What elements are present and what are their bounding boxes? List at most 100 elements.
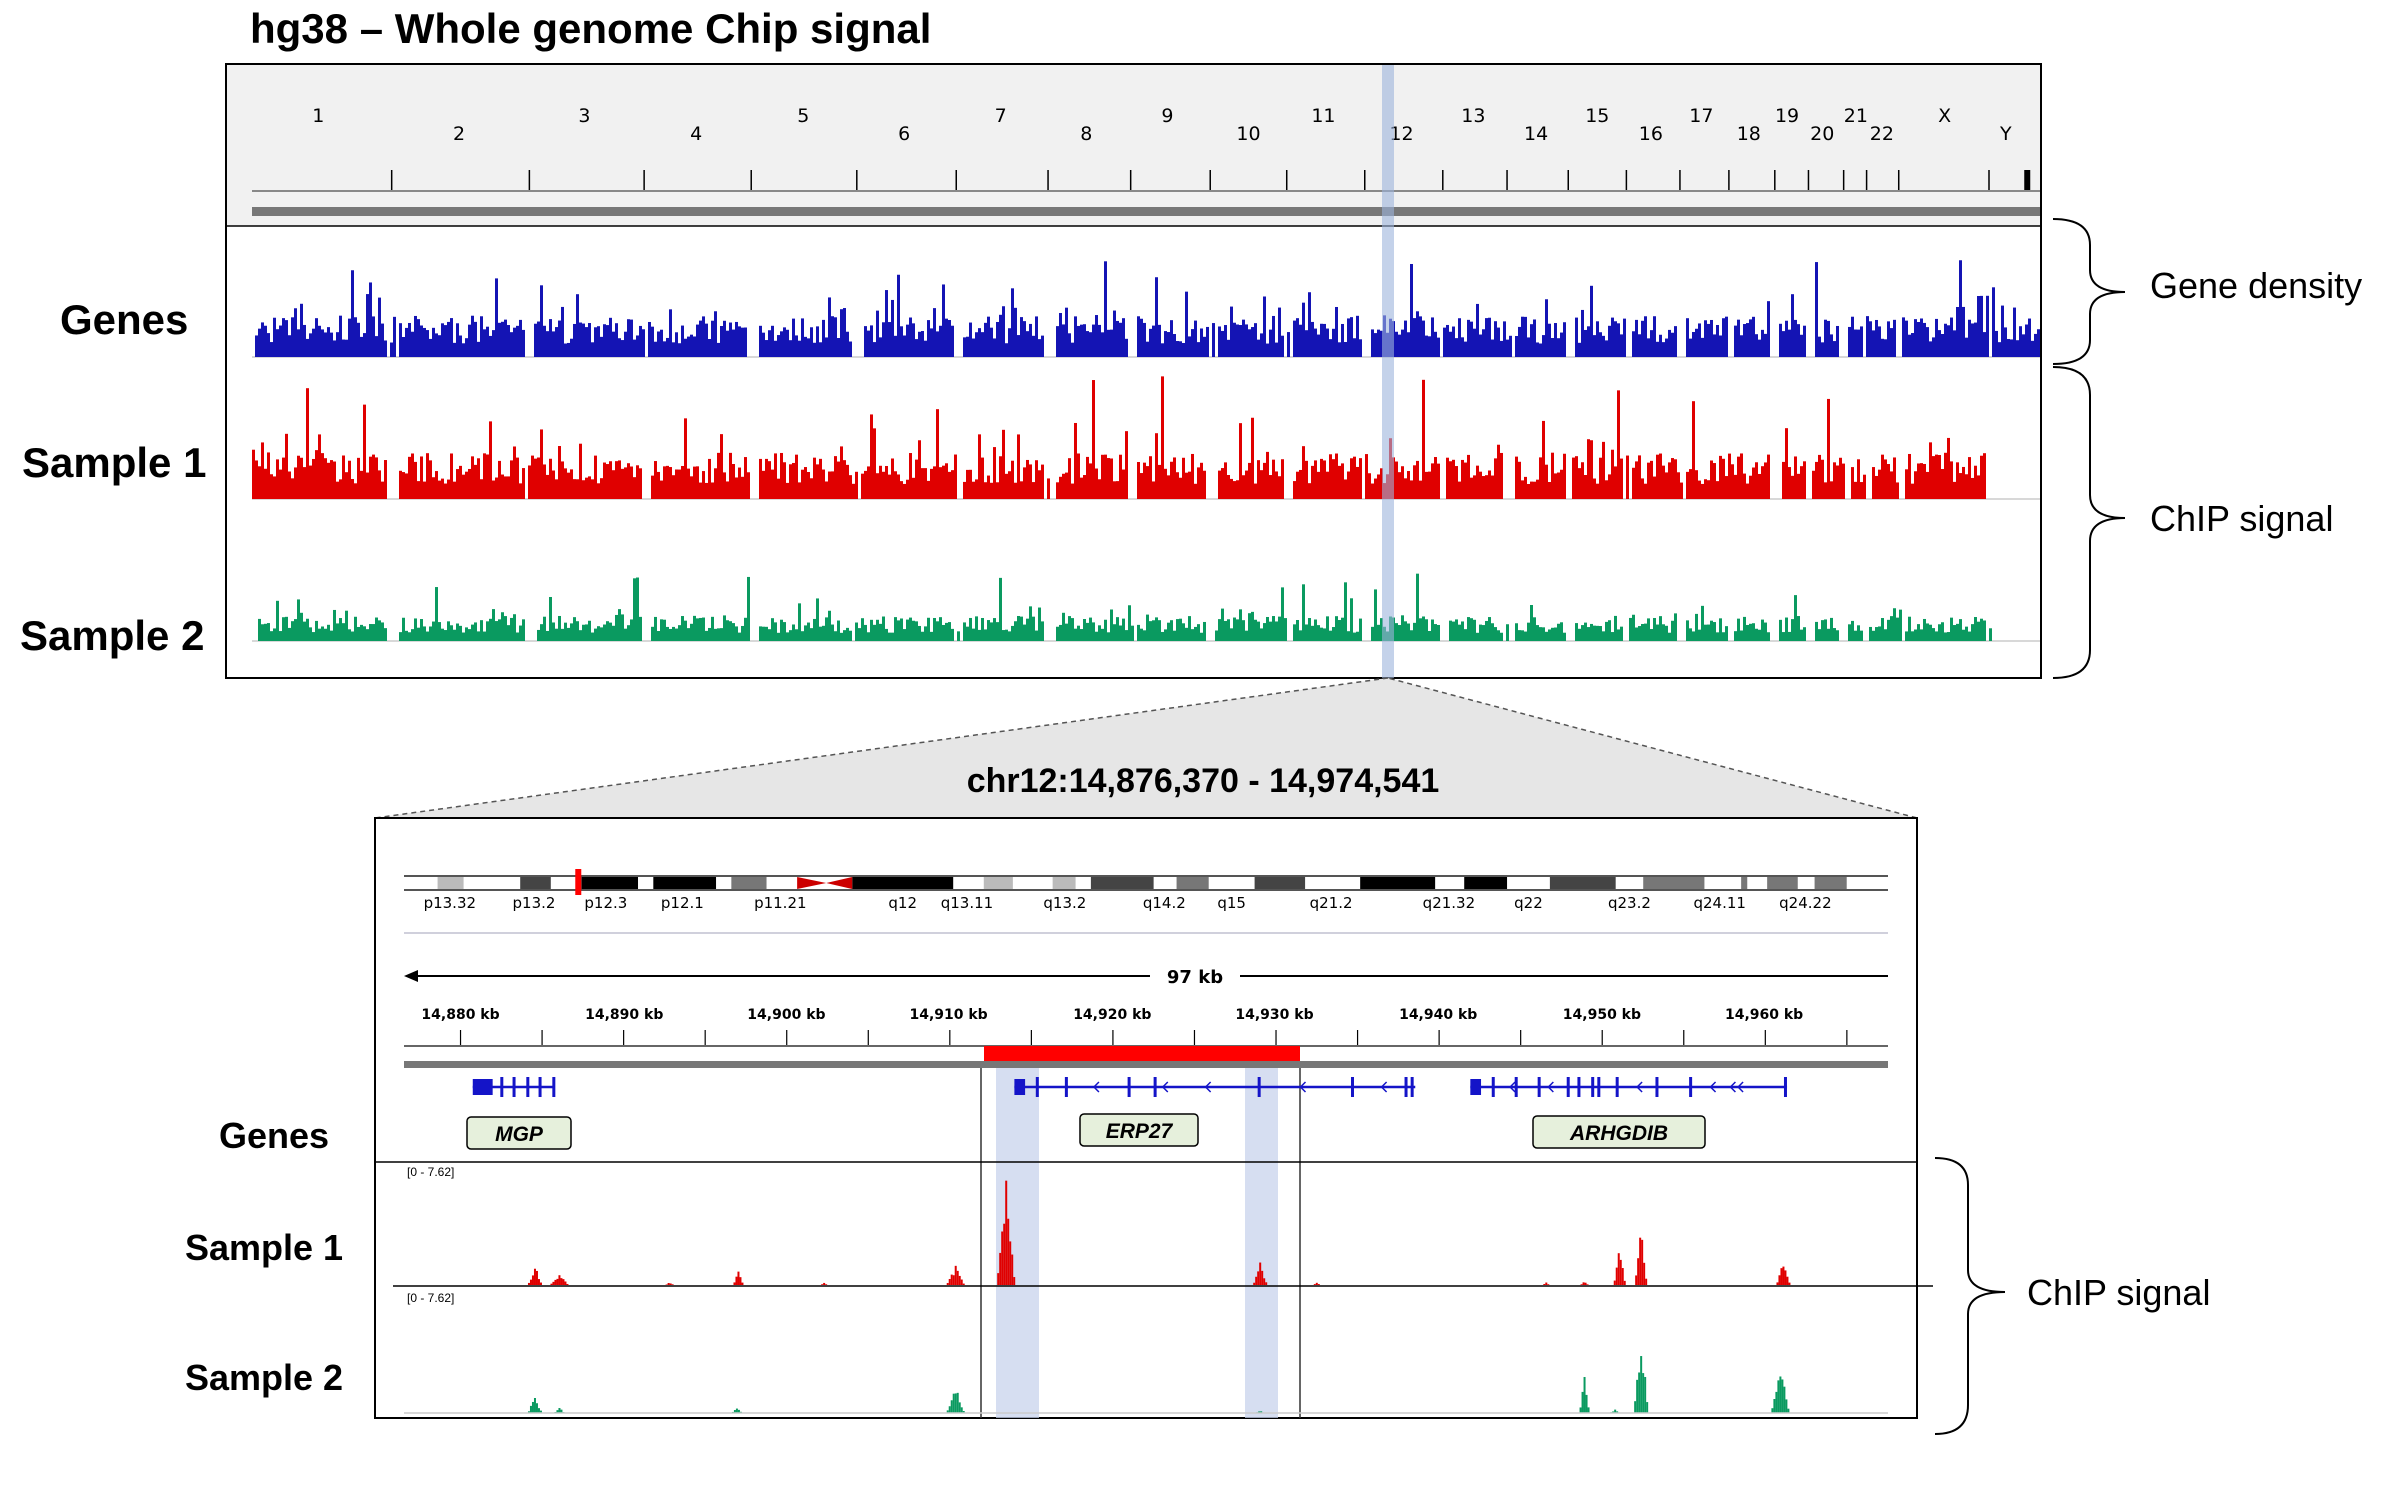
chromosome-label[interactable]: 11 [1311, 105, 1335, 127]
locus-track-sample-1[interactable] [527, 1180, 1791, 1285]
chromosome-label[interactable]: 13 [1461, 105, 1485, 127]
signal-bar [948, 471, 951, 499]
signal-bar [1041, 335, 1044, 357]
signal-bar [823, 1282, 826, 1285]
signal-bar [471, 315, 474, 357]
chromosome-label[interactable]: 12 [1389, 123, 1413, 145]
gene-label-erp27[interactable]: ERP27 [1079, 1113, 1199, 1147]
gene-model-mgp[interactable] [472, 1077, 556, 1097]
signal-bar [405, 473, 408, 499]
chromosome-label[interactable]: 10 [1236, 123, 1260, 145]
gene-label-arhgdib[interactable]: ARHGDIB [1532, 1115, 1706, 1149]
chromosome-label[interactable]: 2 [453, 123, 465, 145]
signal-bar [1023, 624, 1026, 641]
signal-bar [1347, 471, 1350, 499]
signal-bar [1194, 626, 1197, 641]
signal-bar [915, 459, 918, 499]
signal-bar [492, 609, 495, 641]
signal-bar [624, 467, 627, 499]
signal-bar [267, 452, 270, 499]
signal-bar [1059, 476, 1062, 499]
chromosome-label[interactable]: 16 [1639, 123, 1663, 145]
signal-bar [1947, 325, 1950, 357]
signal-bar [537, 1408, 540, 1413]
signal-bar [1563, 453, 1566, 499]
signal-bar [957, 631, 960, 641]
signal-bar [1815, 461, 1818, 499]
signal-bar [535, 1270, 538, 1285]
chromosome-label[interactable]: 9 [1161, 105, 1173, 127]
signal-bar [369, 624, 372, 641]
chromosome-label[interactable]: 7 [995, 105, 1007, 127]
gene-model-arhgdib[interactable] [1470, 1077, 1788, 1097]
chromosome-label[interactable]: 3 [578, 105, 590, 127]
signal-bar [1149, 328, 1152, 357]
signal-bar [1611, 449, 1614, 499]
gene-model-erp27[interactable] [1014, 1077, 1416, 1097]
signal-bar [1953, 481, 1956, 499]
signal-bar [1593, 335, 1596, 357]
signal-bar [321, 453, 324, 499]
signal-bar [762, 626, 765, 641]
signal-bar [1665, 338, 1668, 357]
signal-bar [1719, 455, 1722, 499]
signal-bar [843, 460, 846, 499]
chromosome-label[interactable]: 14 [1524, 123, 1548, 145]
signal-bar [1338, 620, 1341, 641]
signal-track-3[interactable] [258, 573, 1992, 641]
signal-bar [1059, 312, 1062, 357]
signal-bar [1614, 615, 1617, 641]
chromosome-ideogram[interactable]: p13.32 p13.2 p12.3 p12.1 p11.21 q12 q13.11 q13.… [404, 869, 1888, 912]
chromosome-label[interactable]: 18 [1737, 123, 1761, 145]
signal-track-2[interactable] [252, 376, 1986, 499]
chromosome-label[interactable]: 15 [1585, 105, 1609, 127]
signal-bar [1581, 462, 1584, 499]
signal-bar [513, 327, 516, 357]
chromosome-label[interactable]: 1 [312, 105, 324, 127]
signal-bar [1315, 1282, 1318, 1285]
signal-bar [1350, 458, 1353, 499]
signal-bar [861, 618, 864, 641]
signal-bar [1620, 334, 1623, 357]
signal-bar [1149, 456, 1152, 499]
signal-bar [1092, 324, 1095, 357]
signal-bar [1560, 469, 1563, 499]
signal-bar [1785, 1399, 1788, 1413]
chromosome-label[interactable]: 21 [1844, 105, 1868, 127]
chromosome-label[interactable]: 4 [690, 123, 702, 145]
locus-track-sample-2[interactable] [527, 1356, 1790, 1413]
signal-bar [1749, 319, 1752, 357]
locus-panel[interactable]: p13.32 p13.2 p12.3 p12.1 p11.21 q12 q13.11 q13.… [374, 817, 1933, 1419]
signal-bar [1251, 417, 1254, 499]
chromosome-label[interactable]: 8 [1080, 123, 1092, 145]
signal-bar [1419, 480, 1422, 499]
signal-bar [552, 1281, 555, 1285]
signal-bar [1935, 454, 1938, 499]
chromosome-label[interactable]: 20 [1810, 123, 1834, 145]
signal-bar [1161, 631, 1164, 641]
span-label: 97 kb [1167, 967, 1223, 988]
signal-bar [732, 463, 735, 499]
signal-bar [867, 330, 870, 357]
signal-bar [624, 331, 627, 357]
genome-ruler[interactable] [227, 65, 2040, 226]
signal-bar [936, 409, 939, 499]
chromosome-label[interactable]: 6 [898, 123, 910, 145]
gene-label-mgp[interactable]: MGP [466, 1116, 572, 1150]
chromosome-label[interactable]: X [1938, 105, 1951, 127]
signal-bar [852, 483, 855, 499]
chromosome-label[interactable]: 19 [1775, 105, 1799, 127]
signal-bar [1923, 618, 1926, 641]
signal-bar [1332, 328, 1335, 357]
signal-bar [441, 323, 444, 357]
signal-bar [1065, 307, 1068, 357]
region-of-interest[interactable] [984, 1046, 1300, 1061]
signal-bar [1005, 343, 1008, 357]
chromosome-label[interactable]: 22 [1870, 123, 1894, 145]
chromosome-label[interactable]: 5 [797, 105, 809, 127]
chromosome-label[interactable]: 17 [1689, 105, 1713, 127]
signal-bar [1452, 459, 1455, 499]
signal-bar [456, 323, 459, 357]
chromosome-label[interactable]: Y [1999, 123, 2012, 145]
